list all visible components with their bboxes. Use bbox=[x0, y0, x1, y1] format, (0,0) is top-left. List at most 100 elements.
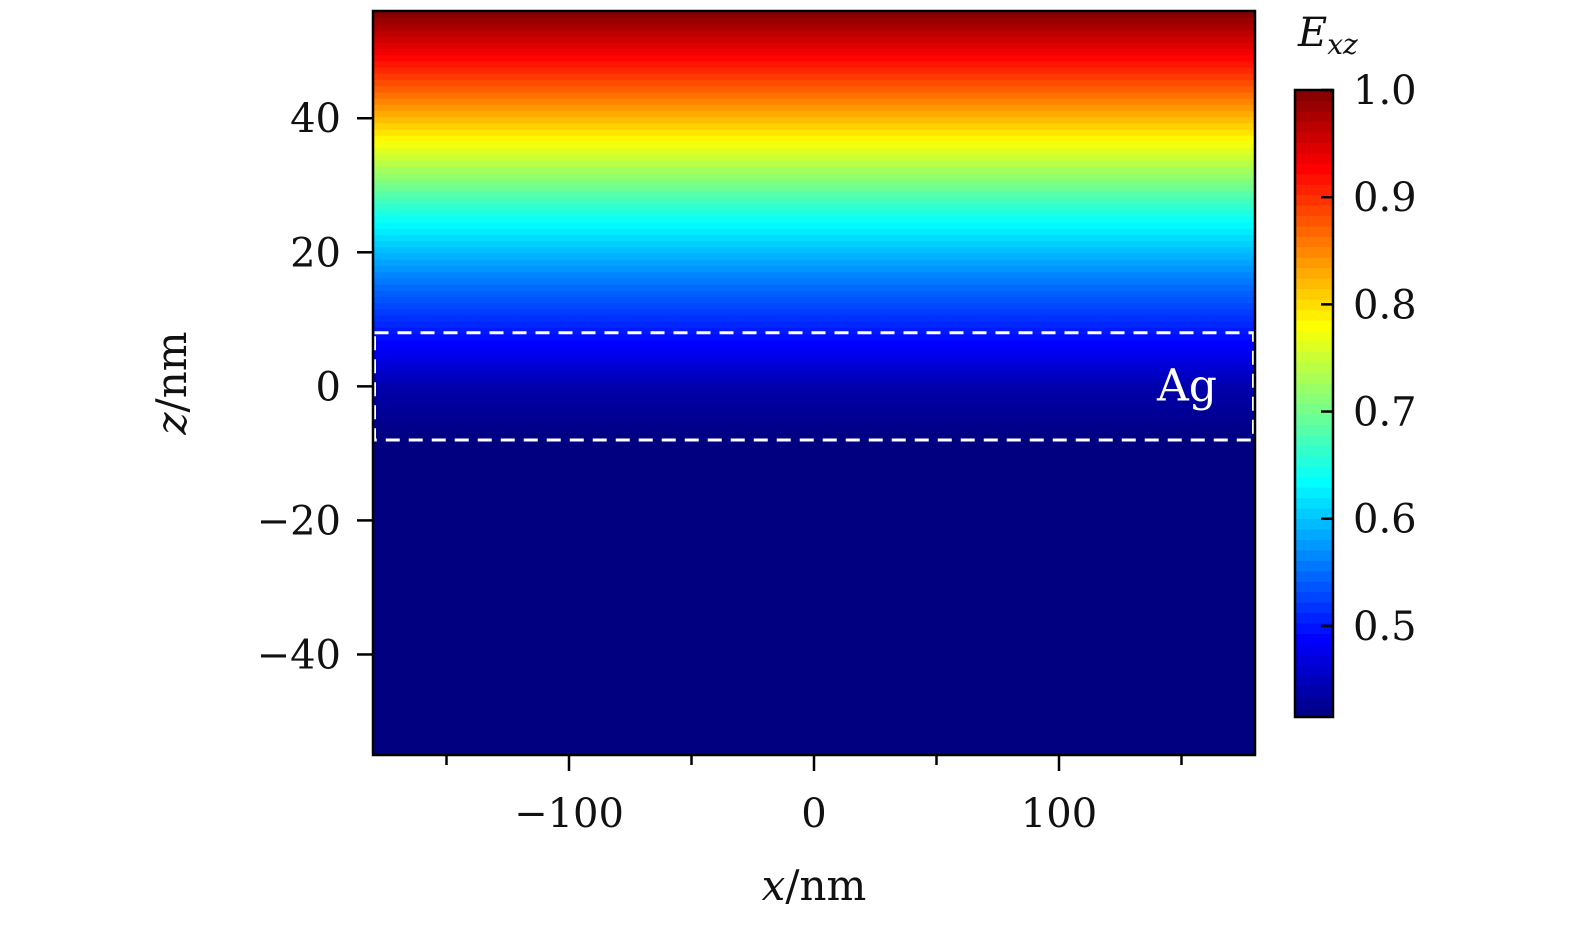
colorbar-band bbox=[1295, 570, 1333, 582]
colorbar-tick-label: 0.5 bbox=[1353, 604, 1417, 650]
heatmap-band bbox=[373, 445, 1255, 452]
colorbar-band bbox=[1295, 528, 1333, 540]
heatmap-band bbox=[373, 308, 1255, 316]
heatmap-band bbox=[373, 153, 1255, 161]
colorbar-band bbox=[1295, 466, 1333, 478]
heatmap-band bbox=[373, 432, 1255, 440]
colorbar-band bbox=[1295, 633, 1333, 645]
heatmap-band bbox=[373, 17, 1255, 25]
heatmap-band bbox=[373, 178, 1255, 186]
colorbar-tick-label: 1.0 bbox=[1353, 68, 1417, 114]
heatmap-band bbox=[373, 730, 1255, 738]
colorbar-band bbox=[1295, 487, 1333, 499]
heatmap-band bbox=[373, 618, 1255, 626]
heatmap-band bbox=[373, 407, 1255, 415]
x-axis-unit: nm bbox=[799, 861, 866, 910]
heatmap-band bbox=[373, 476, 1255, 483]
heatmap-band bbox=[373, 513, 1255, 521]
colorbar-band bbox=[1295, 643, 1333, 655]
colorbar-band bbox=[1295, 424, 1333, 436]
y-tick-label: 0 bbox=[316, 364, 341, 410]
colorbar-band bbox=[1295, 163, 1333, 175]
colorbar-band bbox=[1295, 518, 1333, 530]
colorbar-band bbox=[1295, 696, 1333, 708]
heatmap-band bbox=[373, 569, 1255, 576]
heatmap-band bbox=[373, 66, 1255, 74]
y-tick-label: 20 bbox=[290, 230, 341, 276]
heatmap-band bbox=[373, 488, 1255, 496]
heatmap-band bbox=[373, 507, 1255, 514]
heatmap-band bbox=[373, 600, 1255, 607]
colorbar-band bbox=[1295, 319, 1333, 331]
x-tick-label: 0 bbox=[801, 791, 826, 837]
y-tick-label: −20 bbox=[257, 498, 341, 544]
heatmap-band bbox=[373, 420, 1255, 428]
heatmap-band bbox=[373, 352, 1255, 359]
heatmap-band bbox=[373, 314, 1255, 322]
colorbar-band bbox=[1295, 434, 1333, 446]
heatmap-band bbox=[373, 79, 1255, 87]
heatmap-band bbox=[373, 85, 1255, 93]
ag-layer-label: Ag bbox=[1156, 360, 1217, 411]
heatmap-band bbox=[373, 345, 1255, 353]
colorbar-band bbox=[1295, 706, 1333, 718]
heatmap-band bbox=[373, 215, 1255, 223]
x-tick-label: −100 bbox=[514, 791, 624, 837]
heatmap-band bbox=[373, 668, 1255, 676]
heatmap-band bbox=[373, 463, 1255, 471]
heatmap-band bbox=[373, 197, 1255, 204]
heatmap-band bbox=[373, 383, 1255, 390]
colorbar-band bbox=[1295, 204, 1333, 216]
heatmap-band bbox=[373, 562, 1255, 570]
colorbar-band bbox=[1295, 372, 1333, 384]
heatmap-band bbox=[373, 11, 1255, 18]
heatmap-band bbox=[373, 705, 1255, 713]
colorbar-gradient bbox=[1295, 90, 1333, 718]
heatmap-band bbox=[373, 97, 1255, 105]
heatmap-band bbox=[373, 649, 1255, 657]
colorbar-band bbox=[1295, 382, 1333, 394]
colorbar-band bbox=[1295, 560, 1333, 572]
heatmap-band bbox=[373, 110, 1255, 118]
colorbar-band bbox=[1295, 549, 1333, 561]
heatmap-band bbox=[373, 587, 1255, 595]
heatmap-band bbox=[373, 693, 1255, 700]
heatmap-band bbox=[373, 48, 1255, 56]
colorbar-band bbox=[1295, 246, 1333, 258]
heatmap-band bbox=[373, 376, 1255, 384]
heatmap-band bbox=[373, 128, 1255, 136]
heatmap-band bbox=[373, 612, 1255, 620]
heatmap-band bbox=[373, 221, 1255, 229]
heatmap-band bbox=[373, 240, 1255, 248]
heatmap-band bbox=[373, 575, 1255, 583]
heatmap-band bbox=[373, 680, 1255, 688]
x-axis: −100 0 100 bbox=[445, 755, 1183, 837]
colorbar-band bbox=[1295, 591, 1333, 603]
colorbar-band bbox=[1295, 236, 1333, 248]
colorbar-title-base: E bbox=[1297, 10, 1327, 56]
colorbar-title-sub: xz bbox=[1327, 28, 1358, 61]
colorbar-band bbox=[1295, 664, 1333, 676]
heatmap-band bbox=[373, 556, 1255, 564]
colorbar-tick-label: 0.8 bbox=[1353, 282, 1417, 328]
heatmap-band bbox=[373, 531, 1255, 539]
colorbar-band bbox=[1295, 612, 1333, 624]
heatmap-band bbox=[373, 742, 1255, 750]
colorbar-band bbox=[1295, 361, 1333, 373]
heatmap-band bbox=[373, 302, 1255, 310]
heatmap-band bbox=[373, 414, 1255, 421]
heatmap-band bbox=[373, 550, 1255, 558]
heatmap-band bbox=[373, 544, 1255, 552]
y-axis-sep: / bbox=[147, 397, 196, 412]
colorbar-band bbox=[1295, 152, 1333, 164]
heatmap-band bbox=[373, 147, 1255, 155]
heatmap-band bbox=[373, 748, 1255, 755]
heatmap-band bbox=[373, 184, 1255, 192]
heatmap-band bbox=[373, 451, 1255, 459]
heatmap-band bbox=[373, 327, 1255, 335]
colorbar-band bbox=[1295, 215, 1333, 227]
heatmap-band bbox=[373, 228, 1255, 235]
heatmap-band bbox=[373, 91, 1255, 99]
colorbar-band bbox=[1295, 173, 1333, 185]
